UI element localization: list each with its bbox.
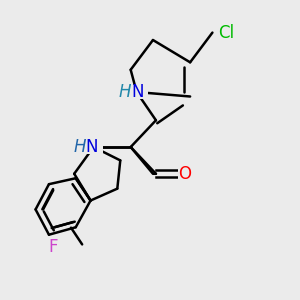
Text: F: F	[49, 238, 58, 256]
Bar	[47, 239, 59, 254]
Text: H: H	[74, 138, 86, 156]
Bar	[178, 166, 190, 181]
Text: H: H	[118, 83, 131, 101]
Bar	[75, 140, 103, 154]
Text: N: N	[132, 83, 144, 101]
Text: O: O	[178, 165, 191, 183]
Bar	[119, 85, 148, 100]
Bar	[217, 25, 235, 40]
Text: N: N	[86, 138, 98, 156]
Text: Cl: Cl	[218, 24, 234, 42]
